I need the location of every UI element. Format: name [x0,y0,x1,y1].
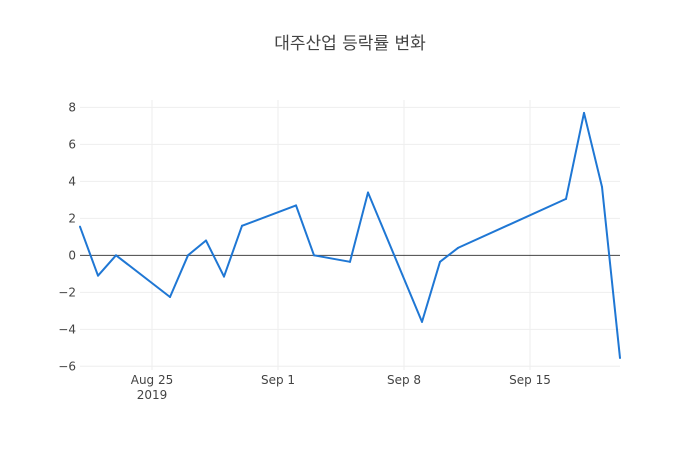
data-point [223,275,225,278]
data-point [313,254,315,257]
data-point [421,320,423,323]
y-tick-label: 0 [68,248,76,262]
y-tick-label: −4 [58,322,76,336]
data-point [349,260,351,263]
x-tick-label: Sep 8 [387,373,421,387]
y-tick-label: 8 [68,100,76,114]
x-tick-label: Sep 1 [261,373,295,387]
y-tick-label: 2 [68,211,76,225]
x-tick-sublabel: 2019 [137,388,168,402]
y-tick-label: 6 [68,137,76,151]
data-point [565,197,567,200]
data-point [295,204,297,207]
data-point [457,246,459,249]
series-layer [79,111,621,359]
data-point [241,224,243,227]
data-point [439,260,441,263]
y-tick-label: −6 [58,359,76,373]
data-point [79,225,81,228]
data-point [367,191,369,194]
x-tick-label: Sep 15 [509,373,551,387]
chart-title: 대주산업 등락률 변화 [274,34,426,54]
data-point [169,295,171,298]
data-point [115,254,117,257]
data-point [583,111,585,114]
data-point [187,254,189,257]
data-point [205,239,207,242]
data-point [601,185,603,188]
y-tick-label: 4 [68,174,76,188]
grid [80,100,620,370]
series-line [79,111,621,359]
x-tick-label: Aug 25 [131,373,174,387]
data-point [97,274,99,277]
y-tick-label: −2 [58,285,76,299]
data-point [619,356,621,359]
